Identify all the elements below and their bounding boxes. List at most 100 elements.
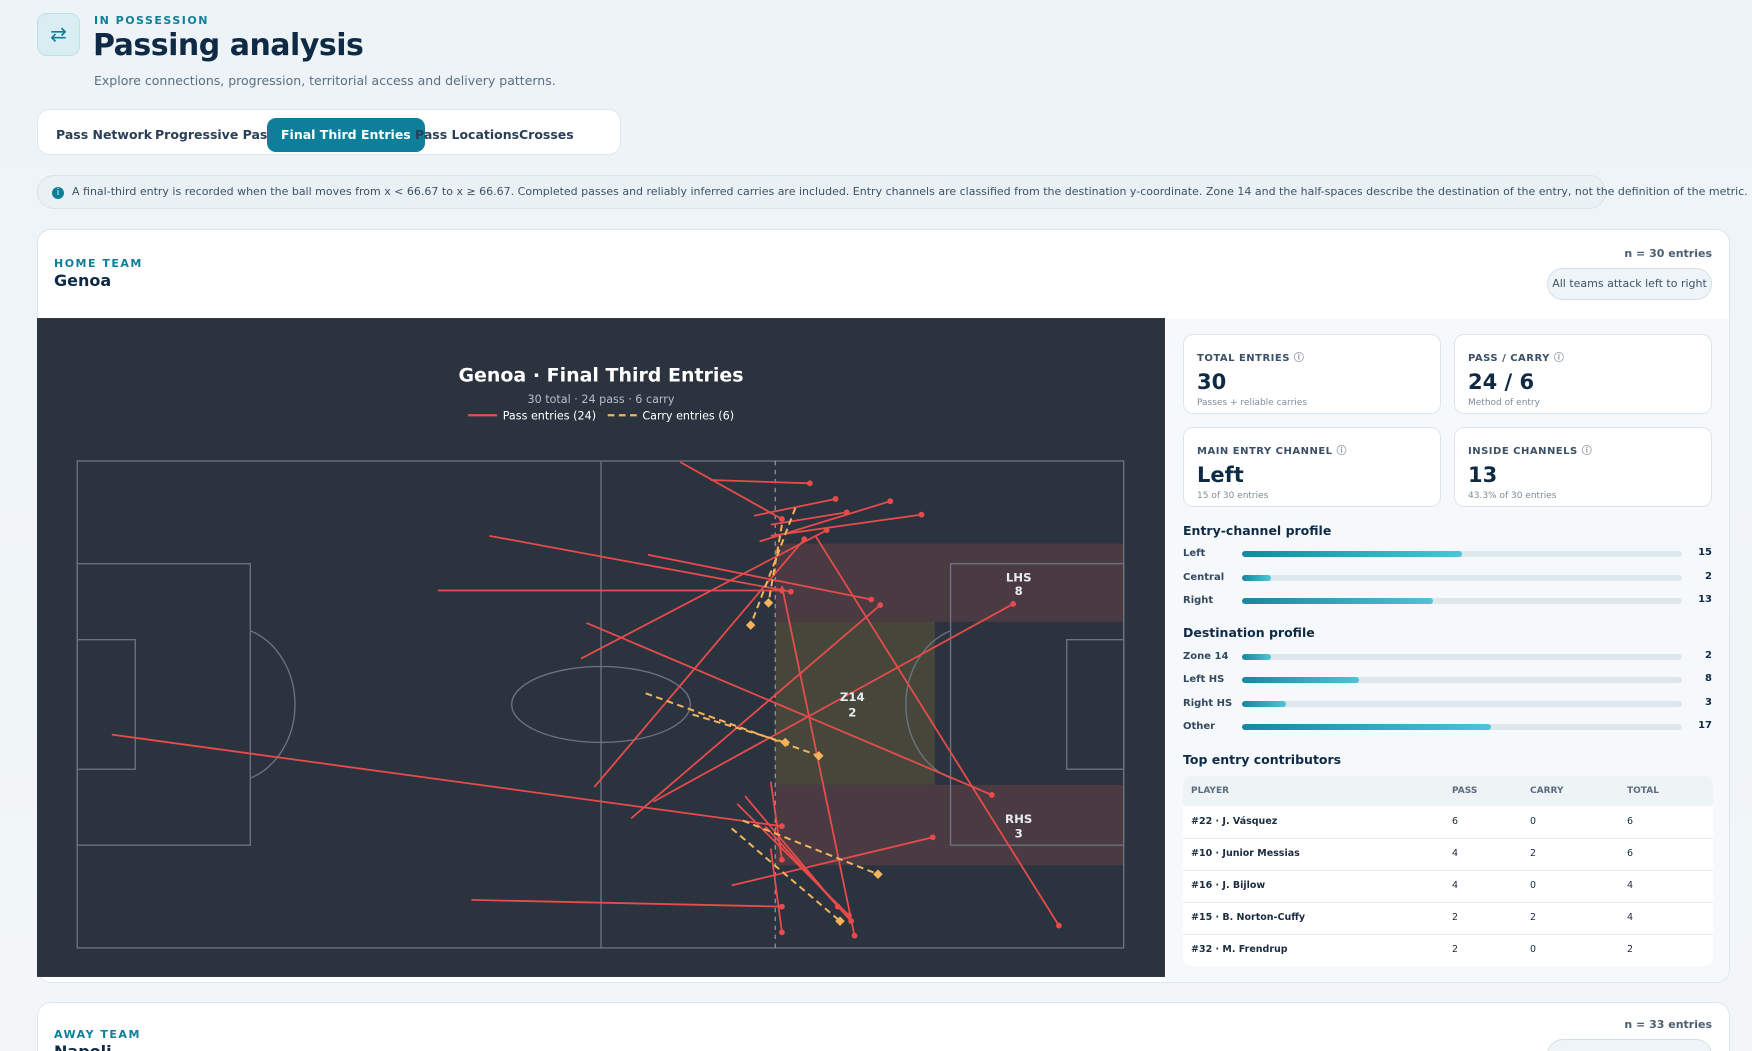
pass-entry: [731, 836, 933, 887]
bar-track: [1242, 575, 1682, 581]
pass-end: [918, 511, 925, 518]
contributors-table: PLAYER PASS CARRY TOTAL #22 · J. Vásquez 6 0 6 #…: [1183, 776, 1713, 966]
page-subtitle: Explore connections, progression, territ…: [94, 73, 556, 88]
zone-value: 2: [848, 706, 856, 720]
pass-end: [806, 480, 813, 487]
legend-entry: Pass entries (24): [503, 410, 596, 423]
stat-label: TOTAL ENTRIES ⓘ: [1197, 353, 1305, 364]
chart-title: Genoa · Final Third Entries: [458, 365, 743, 387]
row-label: Central: [1183, 572, 1225, 583]
carry-end: [763, 598, 774, 608]
pass-end: [823, 527, 830, 534]
pass-end: [779, 903, 785, 910]
tab[interactable]: Pass Network: [56, 127, 153, 142]
bar: [1242, 598, 1433, 604]
tab[interactable]: Crosses: [519, 127, 574, 142]
row-divider: [1183, 902, 1713, 903]
zone-rhs: [775, 784, 1124, 866]
row-divider: [1183, 870, 1713, 871]
row-divider: [1183, 934, 1713, 935]
bar: [1242, 724, 1492, 730]
help-icon[interactable]: ⓘ: [1332, 446, 1348, 457]
pass-entry: [653, 603, 1014, 803]
row-value: 15: [1698, 547, 1712, 558]
stat-note: 15 of 30 entries: [1197, 491, 1269, 501]
carry-end: [835, 916, 845, 926]
tab[interactable]: Final Third Entries: [267, 118, 425, 152]
bar-track: [1242, 654, 1682, 660]
carry-end: [745, 620, 756, 630]
player-name: #22 · J. Vásquez: [1191, 816, 1278, 827]
pass-end: [848, 918, 855, 925]
stat-note: Passes + reliable carries: [1197, 398, 1308, 408]
pass-end: [779, 856, 785, 863]
table-cell: 0: [1530, 944, 1537, 955]
info-icon: i: [52, 187, 64, 199]
carry-entry: [749, 507, 797, 626]
pass-entry: [630, 604, 881, 820]
chart-subtitle: 30 total · 24 pass · 6 carry: [527, 393, 674, 406]
bar: [1242, 701, 1286, 707]
help-icon[interactable]: ⓘ: [1549, 353, 1565, 364]
bar: [1242, 575, 1272, 581]
zone-name: RHS: [1005, 812, 1032, 826]
zone-value: 3: [1015, 826, 1023, 840]
table-cell: 0: [1530, 880, 1537, 891]
bar-track: [1242, 701, 1682, 707]
zone-lhs: [775, 543, 1124, 622]
stat-note: 43.3% of 30 entries: [1468, 491, 1557, 501]
stat-card: MAIN ENTRY CHANNEL ⓘ Left 15 of 30 entries: [1183, 427, 1441, 507]
carry-entry: [731, 827, 841, 922]
table-cell: 2: [1452, 944, 1459, 955]
row-value: 8: [1705, 673, 1712, 684]
table-cell: 6: [1452, 816, 1459, 827]
pass-end: [801, 536, 808, 543]
table-cell: 4: [1452, 880, 1459, 891]
help-icon[interactable]: ⓘ: [1577, 446, 1593, 457]
entries: [111, 461, 1062, 939]
stat-note: Method of entry: [1468, 398, 1540, 408]
pass-end: [988, 792, 995, 798]
tab[interactable]: Progressive Passes: [155, 127, 291, 142]
player-name: #32 · M. Frendrup: [1191, 944, 1288, 955]
pass-end: [877, 602, 884, 608]
row-label: Other: [1183, 721, 1216, 732]
player-name: #10 · Junior Messias: [1191, 848, 1300, 859]
pass-entry: [593, 538, 805, 788]
pass-entry: [489, 534, 792, 593]
eyebrow: IN POSSESSION: [94, 14, 209, 27]
stat-card: INSIDE CHANNELS ⓘ 13 43.3% of 30 entries: [1454, 427, 1712, 507]
bar: [1242, 654, 1272, 660]
stat-value: 30: [1197, 370, 1227, 394]
pitch-lines: [76, 460, 1125, 949]
page-title: Passing analysis: [93, 28, 364, 63]
table-cell: 6: [1627, 816, 1634, 827]
stat-value: 13: [1468, 463, 1498, 487]
pass-end: [851, 932, 858, 939]
stat-value: Left: [1197, 463, 1244, 487]
table-cell: 0: [1530, 816, 1537, 827]
help-icon[interactable]: ⓘ: [1289, 353, 1305, 364]
pass-entry: [753, 498, 836, 517]
pass-end: [787, 588, 794, 595]
carry-end: [873, 869, 883, 879]
pass-entry: [770, 513, 922, 537]
row-value: 2: [1705, 571, 1712, 582]
zone-name: Z14: [840, 690, 865, 704]
pass-entry: [471, 899, 782, 908]
stat-card: TOTAL ENTRIES ⓘ 30 Passes + reliable carri…: [1183, 334, 1441, 414]
row-label: Left HS: [1183, 674, 1225, 685]
team-name: Genoa: [54, 271, 112, 290]
entry-count: n = 33 entries: [1624, 1018, 1712, 1031]
tab[interactable]: Pass Locations: [415, 127, 520, 142]
pass-entry: [586, 622, 993, 796]
pass-entry: [769, 781, 783, 860]
table-cell: 2: [1627, 944, 1634, 955]
zone-value: 8: [1015, 584, 1023, 598]
row-label: Right: [1183, 595, 1214, 606]
pass-entry: [814, 535, 1060, 927]
row-label: Left: [1183, 548, 1206, 559]
team-eyebrow: HOME TEAM: [54, 257, 143, 270]
carry-end: [814, 751, 824, 761]
